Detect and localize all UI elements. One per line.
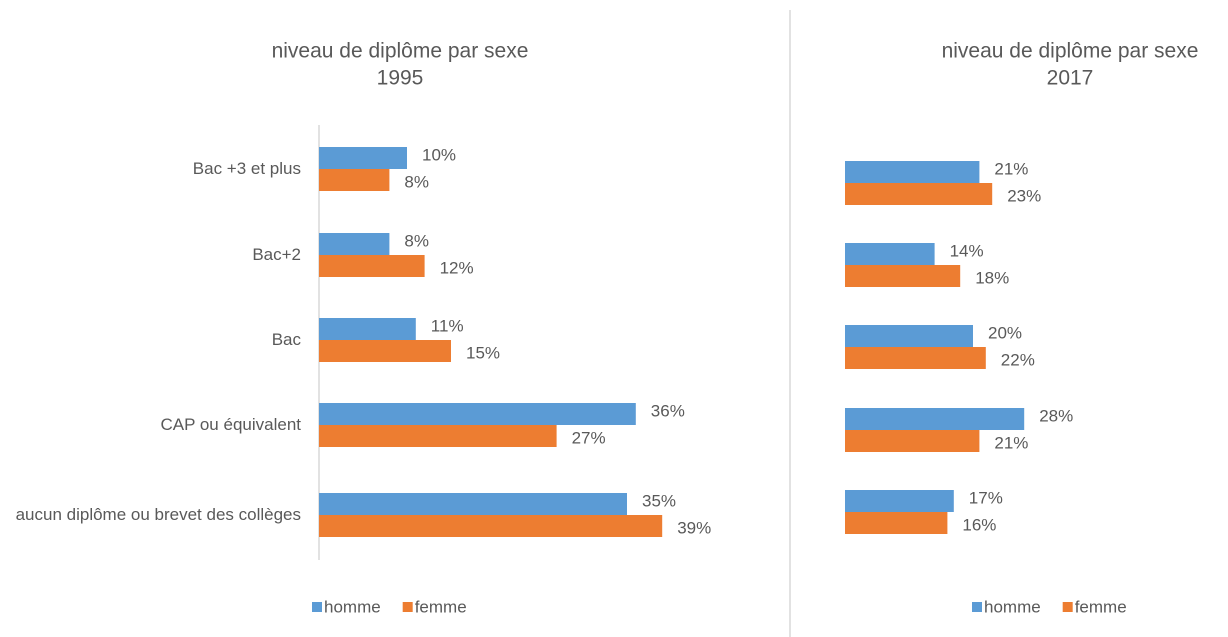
chart-title: niveau de diplôme par sexe: [942, 40, 1199, 63]
chart-subtitle: 1995: [377, 67, 424, 90]
bar: [319, 169, 390, 191]
value-label: 17%: [969, 488, 1003, 507]
legend-swatch: [402, 602, 413, 612]
value-label: 22%: [1001, 350, 1035, 369]
legend-label: homme: [324, 597, 381, 616]
value-label: 14%: [950, 241, 984, 260]
bar: [845, 243, 935, 265]
value-label: 11%: [431, 316, 464, 335]
value-label: 15%: [466, 343, 500, 362]
bar: [845, 430, 980, 452]
legend-swatch: [972, 602, 982, 612]
bar: [319, 255, 425, 277]
value-label: 39%: [677, 518, 711, 537]
bar: [319, 493, 627, 515]
value-label: 21%: [994, 159, 1028, 178]
bar: [845, 347, 986, 369]
legend-label: femme: [1075, 597, 1127, 616]
value-label: 8%: [404, 231, 429, 250]
legend-label: femme: [415, 597, 467, 616]
value-label: 12%: [440, 258, 474, 277]
value-label: 21%: [994, 433, 1028, 452]
bar: [845, 408, 1025, 430]
bar: [319, 318, 416, 340]
legend-label: homme: [984, 597, 1041, 616]
value-label: 20%: [988, 323, 1022, 342]
bar: [319, 515, 663, 537]
bar: [845, 512, 948, 534]
bar: [845, 490, 954, 512]
value-label: 36%: [651, 401, 685, 420]
category-label: Bac: [271, 330, 301, 349]
bar: [845, 183, 993, 205]
category-label: Bac +3 et plus: [192, 159, 301, 178]
value-label: 23%: [1007, 186, 1041, 205]
legend-swatch: [312, 602, 322, 612]
value-label: 18%: [975, 268, 1009, 287]
bar: [319, 233, 390, 255]
bar: [845, 265, 961, 287]
bar: [845, 325, 973, 347]
bar: [319, 340, 451, 362]
chart-title: niveau de diplôme par sexe: [272, 40, 529, 63]
category-label: CAP ou équivalent: [160, 415, 301, 434]
bar: [319, 425, 557, 447]
value-label: 28%: [1039, 406, 1073, 425]
bar: [845, 161, 980, 183]
value-label: 27%: [572, 428, 606, 447]
category-label: aucun diplôme ou brevet des collèges: [15, 505, 301, 524]
bar: [319, 147, 407, 169]
value-label: 16%: [962, 515, 996, 534]
bar: [319, 403, 636, 425]
value-label: 8%: [404, 172, 429, 191]
legend-swatch: [1062, 602, 1073, 612]
value-label: 35%: [642, 491, 676, 510]
chart-subtitle: 2017: [1047, 67, 1094, 90]
category-label: Bac+2: [252, 245, 301, 264]
value-label: 10%: [422, 145, 456, 164]
